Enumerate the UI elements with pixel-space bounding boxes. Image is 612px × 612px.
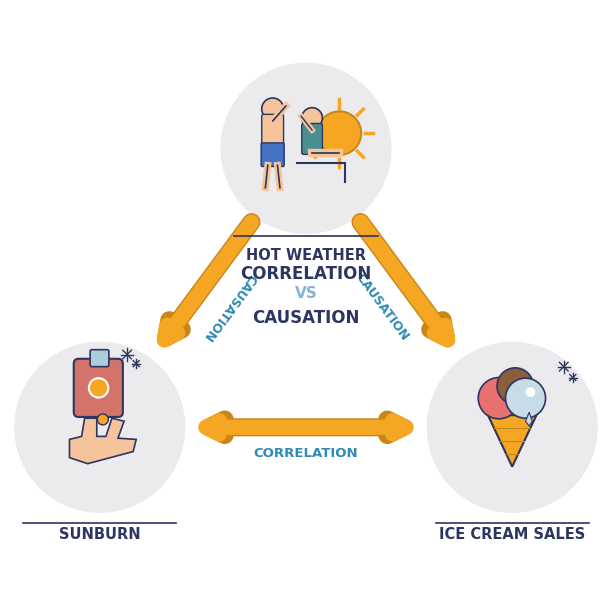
Text: CORRELATION: CORRELATION [241, 265, 371, 283]
Text: CAUSATION: CAUSATION [252, 309, 360, 327]
Circle shape [427, 342, 597, 512]
Circle shape [506, 378, 545, 418]
Circle shape [15, 342, 185, 512]
Polygon shape [526, 412, 532, 426]
Circle shape [497, 368, 534, 405]
FancyBboxPatch shape [73, 359, 123, 417]
Circle shape [526, 387, 536, 397]
Circle shape [302, 108, 323, 129]
Text: ICE CREAM SALES: ICE CREAM SALES [439, 528, 585, 542]
Text: CAUSATION: CAUSATION [201, 272, 259, 344]
Circle shape [97, 414, 108, 425]
Circle shape [318, 111, 361, 155]
Circle shape [221, 64, 391, 233]
FancyBboxPatch shape [261, 143, 284, 166]
Text: CAUSATION: CAUSATION [353, 272, 411, 344]
Circle shape [478, 378, 520, 419]
FancyBboxPatch shape [262, 114, 283, 147]
Polygon shape [488, 415, 537, 467]
FancyBboxPatch shape [90, 349, 109, 367]
Circle shape [89, 378, 108, 398]
Text: CORRELATION: CORRELATION [254, 447, 358, 460]
Circle shape [262, 98, 283, 120]
Text: HOT WEATHER: HOT WEATHER [246, 248, 366, 263]
Text: VS: VS [294, 286, 318, 301]
FancyBboxPatch shape [302, 124, 323, 154]
Text: SUNBURN: SUNBURN [59, 528, 141, 542]
Polygon shape [70, 418, 136, 464]
